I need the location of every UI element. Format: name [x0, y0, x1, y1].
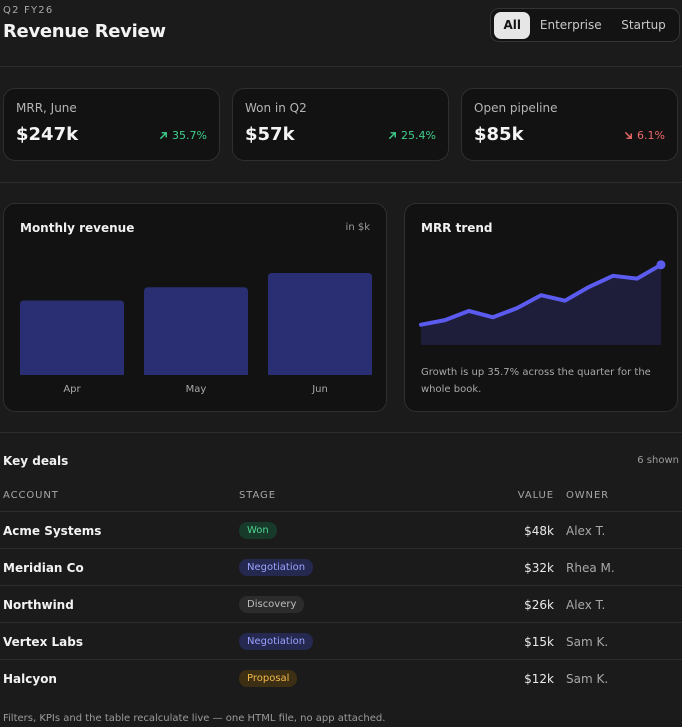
- kpi-card-won: Won in Q2 $57k 25.4%: [232, 88, 449, 161]
- kpi-delta-value: 25.4%: [401, 129, 436, 142]
- arrow-up-right-icon: [160, 132, 167, 139]
- column-header-account[interactable]: ACCOUNT: [3, 490, 59, 501]
- bar-apr[interactable]: [20, 300, 124, 375]
- kpi-value: $57k: [245, 124, 295, 145]
- stage-badge: Negotiation: [239, 559, 314, 576]
- segment-filter: All Enterprise Startup: [490, 8, 680, 42]
- account-cell: Northwind: [3, 597, 74, 612]
- table-row[interactable]: Meridian Co Negotiation $32k Rhea M.: [0, 548, 682, 585]
- trend-area: [421, 264, 661, 345]
- owner-cell: Alex T.: [566, 597, 606, 612]
- kpi-card-mrr: MRR, June $247k 35.7%: [3, 88, 220, 161]
- x-tick-label: May: [186, 384, 207, 395]
- panel-title: MRR trend: [421, 221, 493, 235]
- monthly-revenue-panel: Monthly revenue in $k Apr May Jun: [3, 203, 387, 412]
- value-cell: $48k: [524, 523, 554, 538]
- column-header-owner[interactable]: OWNER: [566, 490, 610, 501]
- kpi-delta: 35.7%: [159, 129, 207, 142]
- account-cell: Meridian Co: [3, 560, 84, 575]
- account-cell: Acme Systems: [3, 523, 102, 538]
- segment-enterprise-button[interactable]: Enterprise: [539, 18, 602, 32]
- x-tick-label: Jun: [311, 384, 328, 395]
- page-title: Revenue Review: [3, 21, 166, 42]
- stage-cell: Proposal: [239, 660, 298, 697]
- kpi-delta-value: 6.1%: [637, 129, 665, 142]
- trend-line: [419, 262, 663, 327]
- x-tick-label: Apr: [63, 384, 81, 395]
- mrr-trend-chart: [419, 260, 666, 345]
- bar-jun[interactable]: [268, 273, 372, 375]
- bar-may[interactable]: [144, 287, 248, 375]
- mrr-trend-panel: MRR trend Growth is up 35.7% across the …: [404, 203, 678, 412]
- stage-cell: Negotiation: [239, 549, 314, 586]
- column-header-value[interactable]: VALUE: [517, 490, 554, 501]
- footnote: Filters, KPIs and the table recalculate …: [3, 713, 386, 724]
- stage-cell: Won: [239, 512, 277, 549]
- charts-divider: [0, 432, 682, 433]
- kpi-delta: 25.4%: [388, 129, 436, 142]
- deals-count: 6 shown: [637, 455, 679, 466]
- kpi-label: Open pipeline: [474, 101, 558, 115]
- value-cell: $15k: [524, 634, 554, 649]
- account-cell: Halcyon: [3, 671, 57, 686]
- trend-note: Growth is up 35.7% across the quarter fo…: [421, 367, 651, 395]
- table-row[interactable]: Halcyon Proposal $12k Sam K.: [0, 659, 682, 696]
- panel-unit-label: in $k: [345, 222, 370, 233]
- owner-cell: Sam K.: [566, 671, 609, 686]
- kpi-delta: 6.1%: [624, 129, 665, 142]
- kpi-delta-value: 35.7%: [172, 129, 207, 142]
- owner-cell: Sam K.: [566, 634, 609, 649]
- header-divider: [0, 66, 682, 67]
- value-cell: $26k: [524, 597, 554, 612]
- kpi-label: Won in Q2: [245, 101, 307, 115]
- stage-badge: Negotiation: [239, 633, 314, 650]
- segment-all-button[interactable]: All: [494, 11, 531, 39]
- table-row[interactable]: Northwind Discovery $26k Alex T.: [0, 585, 682, 622]
- table-row[interactable]: Vertex Labs Negotiation $15k Sam K.: [0, 622, 682, 659]
- monthly-revenue-chart: Apr May Jun: [20, 273, 372, 395]
- panel-title: Monthly revenue: [20, 221, 135, 235]
- owner-cell: Alex T.: [566, 523, 606, 538]
- column-header-stage[interactable]: STAGE: [239, 490, 276, 501]
- owner-cell: Rhea M.: [566, 560, 615, 575]
- value-cell: $12k: [524, 671, 554, 686]
- arrow-down-right-icon: [625, 132, 632, 139]
- stage-badge: Won: [239, 522, 277, 539]
- stage-cell: Discovery: [239, 586, 305, 623]
- stage-badge: Proposal: [239, 670, 298, 687]
- arrow-up-right-icon: [389, 132, 396, 139]
- account-cell: Vertex Labs: [3, 634, 83, 649]
- deals-title: Key deals: [3, 454, 69, 468]
- kpi-card-pipeline: Open pipeline $85k 6.1%: [461, 88, 678, 161]
- table-row[interactable]: Acme Systems Won $48k Alex T.: [0, 511, 682, 548]
- trend-point[interactable]: [656, 260, 666, 270]
- kpi-value: $247k: [16, 124, 79, 145]
- value-cell: $32k: [524, 560, 554, 575]
- page-eyebrow: Q2 FY26: [3, 5, 54, 16]
- stage-cell: Negotiation: [239, 623, 314, 660]
- stage-badge: Discovery: [239, 596, 305, 613]
- segment-startup-button[interactable]: Startup: [621, 18, 666, 32]
- kpi-label: MRR, June: [16, 101, 77, 115]
- kpi-value: $85k: [474, 124, 524, 145]
- kpi-divider: [0, 182, 682, 183]
